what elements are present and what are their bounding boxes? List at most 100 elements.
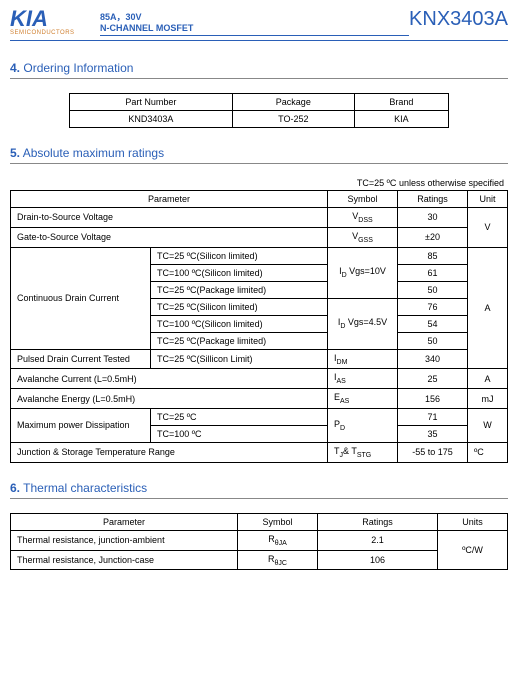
table-row: Thermal resistance, junction-ambient RθJ… [11, 530, 508, 550]
param-cell: Pulsed Drain Current Tested [11, 349, 151, 369]
datasheet-header: KIA SEMICONDUCTORS 85A，30V N-CHANNEL MOS… [10, 8, 508, 41]
unit-cell: A [468, 247, 508, 369]
param-cell: Avalanche Energy (L=0.5mH) [11, 389, 328, 409]
header-divider [100, 35, 409, 36]
symbol-cell: ID Vgs=4.5V [328, 298, 398, 349]
part-number: KNX3403A [409, 8, 508, 31]
value-cell: 54 [398, 315, 468, 332]
value-cell: 50 [398, 281, 468, 298]
symbol-cell: TJ& TSTG [328, 442, 398, 462]
value-cell: 85 [398, 247, 468, 264]
symbol-cell: VDSS [328, 208, 398, 228]
symbol-cell: PD [328, 408, 398, 442]
value-cell: 71 [398, 408, 468, 425]
cond-cell: TC=100 ºC(Silicon limited) [151, 264, 328, 281]
section4-title: 4. Ordering Information [10, 61, 508, 79]
table-row: Thermal resistance, Junction-case RθJC 1… [11, 550, 508, 570]
spec-line-2: N-CHANNEL MOSFET [100, 23, 409, 33]
col-header: Parameter [11, 191, 328, 208]
col-header: Package [232, 94, 354, 111]
symbol-cell: ID Vgs=10V [328, 247, 398, 298]
table-row: Continuous Drain Current TC=25 ºC(Silico… [11, 247, 508, 264]
table-row: KND3403A TO-252 KIA [70, 111, 449, 128]
cond-cell: TC=25 ºC(Silicon limited) [151, 298, 328, 315]
param-cell: Thermal resistance, Junction-case [11, 550, 238, 570]
value-cell: -55 to 175 [398, 442, 468, 462]
section6-num: 6. [10, 481, 20, 495]
table-row: Pulsed Drain Current Tested TC=25 ºC(Sil… [11, 349, 508, 369]
unit-cell: V [468, 208, 508, 248]
cond-cell: TC=25 ºC(Package limited) [151, 332, 328, 349]
param-cell: Junction & Storage Temperature Range [11, 442, 328, 462]
cond-cell: TC=100 ºC(Silicon limited) [151, 315, 328, 332]
symbol-cell: IDM [328, 349, 398, 369]
value-cell: 50 [398, 332, 468, 349]
brand-subtitle: SEMICONDUCTORS [10, 30, 100, 36]
col-header: Unit [468, 191, 508, 208]
thermal-table: Parameter Symbol Ratings Units Thermal r… [10, 513, 508, 571]
ordering-table: Part Number Package Brand KND3403A TO-25… [69, 93, 449, 128]
cell: TO-252 [232, 111, 354, 128]
section4-label: Ordering Information [23, 61, 133, 75]
unit-cell: ºC/W [438, 530, 508, 570]
value-cell: 30 [398, 208, 468, 228]
table-row: Drain-to-Source Voltage VDSS 30 V [11, 208, 508, 228]
section6-underline [10, 498, 508, 499]
table-row: Parameter Symbol Ratings Unit [11, 191, 508, 208]
section6-label: Thermal characteristics [23, 481, 147, 495]
value-cell: 156 [398, 389, 468, 409]
col-header: Units [438, 513, 508, 530]
section4-underline [10, 78, 508, 79]
symbol-cell: EAS [328, 389, 398, 409]
col-header: Part Number [70, 94, 233, 111]
section5-title: 5. Absolute maximum ratings [10, 146, 508, 164]
section5-num: 5. [10, 146, 20, 160]
unit-cell: W [468, 408, 508, 442]
unit-cell: A [468, 369, 508, 389]
table-row: Junction & Storage Temperature Range TJ&… [11, 442, 508, 462]
condition-note: TC=25 ºC unless otherwise specified [10, 178, 504, 188]
symbol-cell: VGSS [328, 227, 398, 247]
table-row: Maximum power Dissipation TC=25 ºC PD 71… [11, 408, 508, 425]
cond-cell: TC=25 ºC [151, 408, 328, 425]
value-cell: 76 [398, 298, 468, 315]
table-row: Part Number Package Brand [70, 94, 449, 111]
param-cell: Continuous Drain Current [11, 247, 151, 349]
cond-cell: TC=25 ºC(Package limited) [151, 281, 328, 298]
value-cell: 25 [398, 369, 468, 389]
value-cell: 61 [398, 264, 468, 281]
spec-line-1: 85A，30V [100, 10, 409, 23]
section6-title: 6. Thermal characteristics [10, 481, 508, 499]
symbol-cell: RθJA [238, 530, 318, 550]
cell: KND3403A [70, 111, 233, 128]
value-cell: 106 [318, 550, 438, 570]
cond-cell: TC=25 ºC(Silicon limited) [151, 247, 328, 264]
col-header: Brand [354, 94, 448, 111]
section4-num: 4. [10, 61, 20, 75]
value-cell: 340 [398, 349, 468, 369]
logo-block: KIA SEMICONDUCTORS [10, 8, 100, 36]
section5-label: Absolute maximum ratings [23, 146, 164, 160]
param-cell: Maximum power Dissipation [11, 408, 151, 442]
col-header: Ratings [318, 513, 438, 530]
table-row: Avalanche Energy (L=0.5mH) EAS 156 mJ [11, 389, 508, 409]
symbol-cell: IAS [328, 369, 398, 389]
symbol-cell: RθJC [238, 550, 318, 570]
table-row: Gate-to-Source Voltage VGSS ±20 [11, 227, 508, 247]
value-cell: 35 [398, 425, 468, 442]
col-header: Symbol [238, 513, 318, 530]
table-row: Parameter Symbol Ratings Units [11, 513, 508, 530]
cond-cell: TC=25 ºC(Sillicon Limit) [151, 349, 328, 369]
col-header: Parameter [11, 513, 238, 530]
cell: KIA [354, 111, 448, 128]
unit-cell: mJ [468, 389, 508, 409]
section5-underline [10, 163, 508, 164]
value-cell: ±20 [398, 227, 468, 247]
table-row: Avalanche Current (L=0.5mH) IAS 25 A [11, 369, 508, 389]
param-cell: Avalanche Current (L=0.5mH) [11, 369, 328, 389]
param-cell: Drain-to-Source Voltage [11, 208, 328, 228]
amr-table: Parameter Symbol Ratings Unit Drain-to-S… [10, 190, 508, 463]
col-header: Ratings [398, 191, 468, 208]
brand-logo: KIA [10, 8, 100, 30]
param-cell: Gate-to-Source Voltage [11, 227, 328, 247]
